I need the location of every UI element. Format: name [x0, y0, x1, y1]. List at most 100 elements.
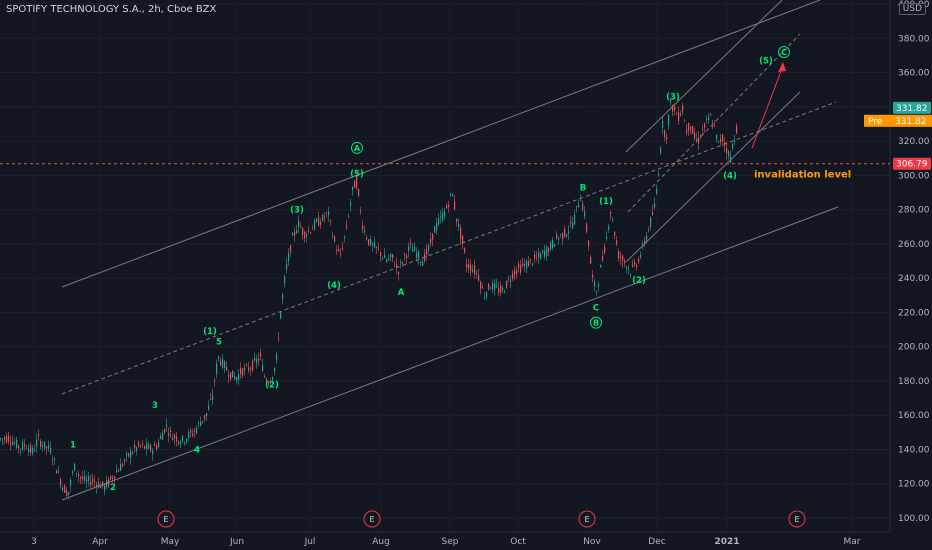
sub-channel-lower[interactable]	[625, 91, 801, 263]
x-tick-label: Jul	[304, 537, 316, 547]
candle-body	[334, 236, 336, 242]
candle-body	[112, 477, 114, 480]
candle-body	[736, 125, 738, 134]
candle-body	[132, 452, 134, 455]
channel-mid-line[interactable]	[61, 101, 837, 395]
candle-body	[2, 438, 4, 440]
candle-body	[560, 234, 562, 236]
candle-body	[704, 123, 706, 128]
candle-body	[0, 438, 2, 440]
candle-body	[612, 219, 614, 221]
candle-body	[446, 205, 448, 209]
currency-button[interactable]: USD	[898, 3, 926, 15]
candle-body	[96, 484, 98, 488]
candle-body	[428, 245, 430, 251]
candle-body	[172, 437, 174, 441]
sub-channel-upper[interactable]	[625, 0, 783, 153]
candle-body	[450, 193, 452, 195]
candle-body	[338, 249, 340, 252]
candle-body	[240, 368, 242, 375]
candle-body	[458, 223, 460, 227]
sub-channel-mid[interactable]	[627, 33, 801, 213]
y-tick-label: 220.00	[898, 308, 930, 318]
candle-body	[554, 243, 556, 247]
candle-body	[534, 254, 536, 258]
candle-body	[354, 180, 356, 188]
candle-body	[202, 420, 204, 422]
candle-body	[678, 112, 680, 121]
candle-body	[668, 114, 670, 126]
candle-body	[456, 218, 458, 222]
projection-arrow[interactable]	[751, 65, 784, 149]
candle-body	[208, 405, 210, 411]
candle-body	[124, 459, 126, 462]
candle-body	[716, 134, 718, 140]
candle-body	[12, 441, 14, 445]
candle-body	[174, 434, 176, 439]
channel-lower-line[interactable]	[61, 206, 839, 501]
candle-body	[518, 264, 520, 268]
y-tick-label: 180.00	[898, 377, 930, 387]
candle-body	[246, 364, 248, 366]
y-tick-label: 360.00	[898, 69, 930, 79]
candle-body	[368, 239, 370, 245]
candle-body	[692, 125, 694, 134]
candle-body	[196, 427, 198, 433]
candle-body	[100, 484, 102, 488]
candle-body	[60, 479, 62, 486]
candle-body	[94, 481, 96, 483]
candle-body	[220, 361, 222, 365]
candle-body	[164, 428, 166, 433]
candle-body	[98, 482, 100, 488]
candle-body	[642, 244, 644, 246]
candle-body	[86, 479, 88, 483]
wave-label: (1)	[203, 327, 217, 337]
candle-body	[242, 368, 244, 376]
candle-body	[574, 214, 576, 225]
earnings-event-icon[interactable]	[578, 510, 596, 528]
channel-upper-line[interactable]	[61, 0, 821, 288]
earnings-event-icon[interactable]	[363, 510, 381, 528]
candle-body	[286, 264, 288, 269]
candle-body	[340, 253, 342, 255]
candle-body	[484, 297, 486, 299]
candle-body	[48, 444, 50, 449]
wave-label: 3	[152, 401, 158, 411]
candle-body	[80, 476, 82, 479]
candle-body	[432, 233, 434, 240]
candle-body	[630, 274, 632, 275]
candle-body	[374, 242, 376, 248]
candle-body	[70, 479, 72, 486]
candle-body	[616, 240, 618, 245]
candle-body	[588, 240, 590, 247]
earnings-event-icon[interactable]	[157, 510, 175, 528]
candle-body	[644, 241, 646, 244]
earnings-event-icon[interactable]	[788, 510, 806, 528]
pre-price-label: Pre	[868, 117, 883, 127]
candle-body	[254, 358, 256, 361]
candle-body	[180, 442, 182, 445]
candle-body	[604, 246, 606, 253]
candle-body	[488, 283, 490, 290]
price-axis-panel[interactable]	[890, 0, 932, 550]
x-tick-label: Aug	[372, 537, 390, 547]
candle-body	[548, 248, 550, 253]
candle-body	[50, 448, 52, 454]
candle-body	[148, 444, 150, 449]
y-tick-label: 120.00	[898, 480, 930, 490]
candle-body	[646, 235, 648, 241]
wave-label: A	[398, 288, 405, 298]
candle-body	[292, 233, 294, 236]
candle-body	[396, 264, 398, 269]
candle-body	[226, 366, 228, 371]
candle-body	[276, 354, 278, 361]
candle-body	[312, 228, 314, 230]
candle-body	[460, 227, 462, 239]
candle-body	[248, 367, 250, 371]
candle-body	[500, 286, 502, 293]
earnings-event-label: E	[163, 515, 168, 524]
candle-body	[502, 288, 504, 290]
candle-body	[296, 230, 298, 234]
candle-body	[68, 492, 70, 495]
